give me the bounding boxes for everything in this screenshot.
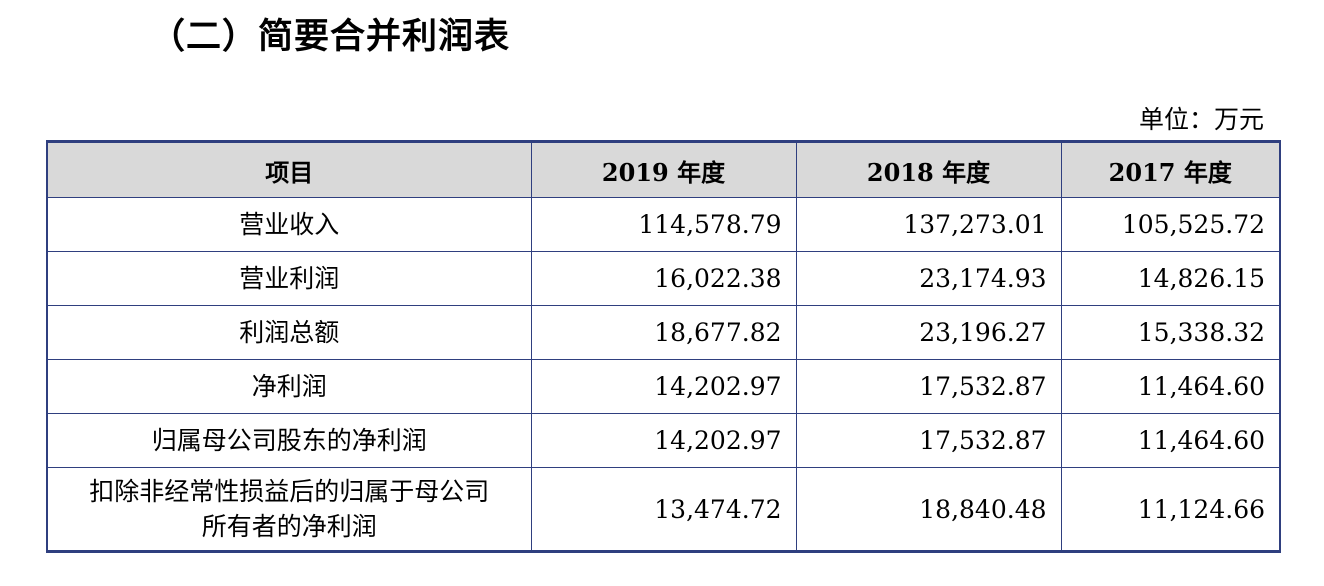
table-row: 归属母公司股东的净利润 14,202.97 17,532.87 11,464.6… [46, 413, 1281, 468]
row-label-line: 所有者的净利润 [201, 512, 377, 541]
value-2018: 23,196.27 [795, 305, 1062, 360]
column-header-2018: 2018 年度 [795, 141, 1062, 198]
value-2018: 17,532.87 [795, 359, 1062, 414]
value-2018: 18,840.48 [795, 467, 1062, 552]
row-label: 净利润 [46, 359, 532, 414]
value-2017: 14,826.15 [1060, 251, 1281, 306]
table-row: 营业收入 114,578.79 137,273.01 105,525.72 [46, 197, 1281, 252]
table-row: 营业利润 16,022.38 23,174.93 14,826.15 [46, 251, 1281, 306]
row-label: 利润总额 [46, 305, 532, 360]
value-2017: 105,525.72 [1060, 197, 1281, 252]
value-2018: 23,174.93 [795, 251, 1062, 306]
value-2019: 18,677.82 [530, 305, 797, 360]
value-2019: 114,578.79 [530, 197, 797, 252]
value-2019: 16,022.38 [530, 251, 797, 306]
section-title: （二）简要合并利润表 [150, 17, 511, 57]
row-label: 营业利润 [46, 251, 532, 306]
table-header-row: 项目 2019 年度 2018 年度 2017 年度 [46, 141, 1281, 198]
unit-label: 单位：万元 [1138, 105, 1264, 134]
row-label: 归属母公司股东的净利润 [46, 413, 532, 468]
value-2019: 14,202.97 [530, 413, 797, 468]
row-label: 扣除非经常性损益后的归属于母公司 所有者的净利润 [46, 467, 532, 552]
table-row: 利润总额 18,677.82 23,196.27 15,338.32 [46, 305, 1281, 360]
value-2017: 11,464.60 [1060, 359, 1281, 414]
value-2019: 13,474.72 [530, 467, 797, 552]
value-2017: 15,338.32 [1060, 305, 1281, 360]
value-2017: 11,124.66 [1060, 467, 1281, 552]
column-header-2019: 2019 年度 [530, 141, 797, 198]
table-row: 扣除非经常性损益后的归属于母公司 所有者的净利润 13,474.72 18,84… [46, 467, 1281, 552]
row-label-line: 扣除非经常性损益后的归属于母公司 [89, 477, 490, 506]
value-2018: 17,532.87 [795, 413, 1062, 468]
income-statement-table: 项目 2019 年度 2018 年度 2017 年度 营业收入 114,578.… [46, 140, 1281, 553]
column-header-item: 项目 [46, 141, 532, 198]
value-2018: 137,273.01 [795, 197, 1062, 252]
column-header-2017: 2017 年度 [1060, 141, 1281, 198]
row-label: 营业收入 [46, 197, 532, 252]
value-2019: 14,202.97 [530, 359, 797, 414]
value-2017: 11,464.60 [1060, 413, 1281, 468]
table-row: 净利润 14,202.97 17,532.87 11,464.60 [46, 359, 1281, 414]
